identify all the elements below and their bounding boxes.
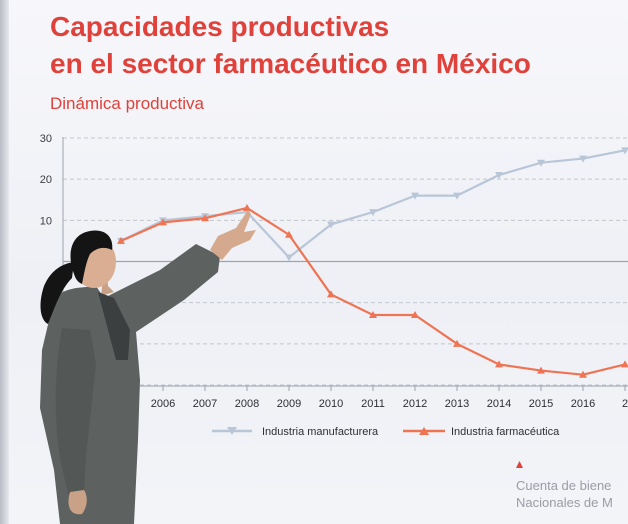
chart-subtitle: Dinámica productiva — [50, 94, 205, 113]
data-point-farmaceutica — [159, 218, 167, 226]
x-tick-label: 2015 — [529, 398, 553, 410]
legend-item-farmaceutica: Industria farmacéutica — [403, 426, 560, 438]
x-tick-label: 2012 — [403, 398, 427, 410]
x-tick-label: 2009 — [277, 398, 301, 410]
presenter-hand-left — [68, 490, 87, 515]
series-line-manufacturera — [120, 149, 626, 259]
legend-marker-manufacturera — [227, 427, 237, 435]
chart-series — [117, 147, 628, 378]
data-point-farmaceutica — [411, 311, 419, 319]
y-tick-label: 30 — [40, 133, 52, 145]
slide-title: Capacidades productivas en el sector far… — [50, 8, 531, 82]
data-point-manufacturera — [369, 209, 377, 217]
x-tick-labels: 2006 2007 2008 2009 2010 2011 2012 2013 2014 2015… — [151, 386, 628, 410]
data-point-farmaceutica — [327, 290, 335, 298]
data-point-manufacturera — [579, 155, 587, 163]
source-line-1: Cuenta de biene — [516, 478, 612, 493]
y-tick-label: 10 — [40, 215, 52, 227]
legend: Industria manufacturera Industria farmac… — [212, 426, 560, 438]
x-tick-label: 2011 — [361, 398, 385, 410]
title-line-1: Capacidades productivas — [50, 11, 390, 42]
x-tick-label: 2008 — [235, 398, 259, 410]
x-tick-label: 2010 — [319, 398, 343, 410]
x-tick-label: 2007 — [193, 398, 217, 410]
legend-item-manufacturera: Industria manufacturera — [212, 426, 379, 438]
x-tick-label: 2013 — [445, 398, 469, 410]
source-line-2: Nacionales de M — [516, 495, 613, 510]
legend-marker-farmaceutica — [419, 427, 429, 435]
source-note: Cuenta de biene Nacionales de M — [516, 477, 613, 511]
presenter — [40, 210, 256, 524]
data-point-farmaceutica — [537, 366, 545, 374]
data-point-farmaceutica — [453, 339, 461, 347]
y-tick-label: 20 — [40, 174, 52, 186]
presenter-collar — [98, 292, 130, 360]
presenter-hair — [70, 230, 113, 284]
presenter-ponytail — [40, 262, 74, 324]
data-point-manufacturera — [285, 254, 293, 262]
screen-edge — [0, 0, 9, 524]
data-point-manufacturera — [537, 159, 545, 167]
data-point-farmaceutica — [369, 311, 377, 319]
presenter-pointing-hand — [210, 210, 256, 260]
data-point-farmaceutica — [579, 370, 587, 378]
legend-label-farmaceutica: Industria farmacéutica — [451, 426, 560, 438]
source-triangle-icon — [516, 461, 523, 468]
presenter-arm-left — [55, 328, 96, 494]
chart-grid — [63, 137, 628, 386]
data-point-manufacturera — [453, 192, 461, 200]
x-tick-label: 2016 — [571, 398, 595, 410]
data-point-manufacturera — [495, 172, 503, 180]
x-tick-label: 2 — [622, 398, 628, 410]
data-point-farmaceutica — [201, 214, 209, 222]
data-point-manufacturera — [411, 192, 419, 200]
data-point-manufacturera — [327, 221, 335, 229]
series-line-farmaceutica — [120, 206, 626, 376]
legend-label-manufacturera: Industria manufacturera — [262, 426, 379, 438]
data-point-farmaceutica — [621, 360, 628, 368]
data-point-farmaceutica — [243, 203, 251, 211]
data-point-farmaceutica — [285, 230, 293, 238]
data-point-manufacturera — [621, 147, 628, 155]
x-tick-label: 2014 — [487, 398, 511, 410]
title-line-2: en el sector farmacéutico en México — [50, 48, 531, 79]
x-tick-label: 2006 — [151, 398, 175, 410]
data-point-farmaceutica — [117, 236, 125, 244]
data-point-farmaceutica — [495, 360, 503, 368]
